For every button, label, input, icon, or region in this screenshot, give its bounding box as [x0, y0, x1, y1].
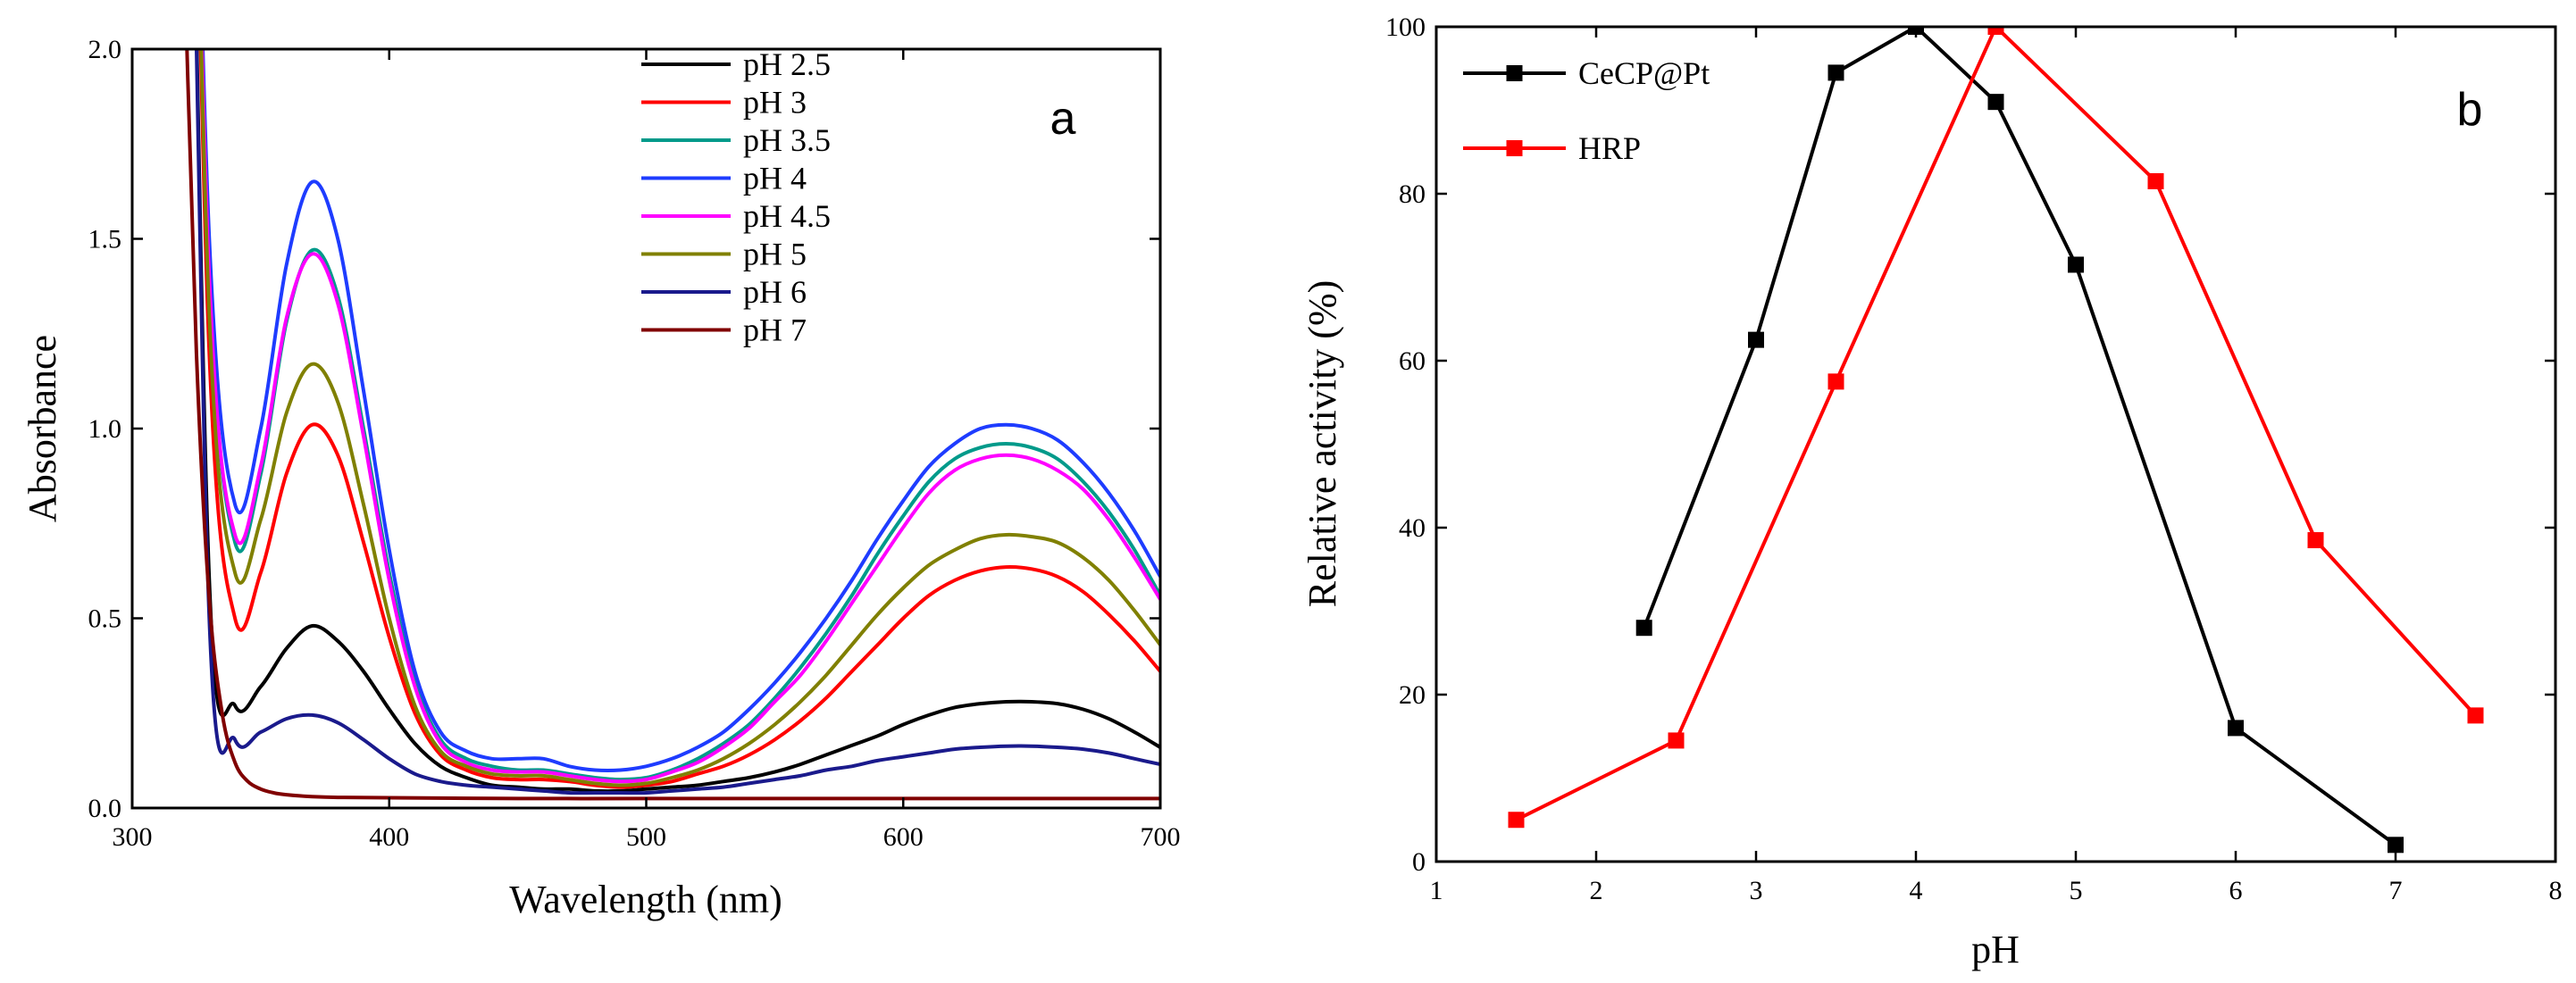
panel-a-series-group	[185, 49, 1160, 801]
panel-b-series-line-cecp-pt	[1642, 27, 2397, 846]
panel-a-series-line-ph-6	[195, 49, 1160, 796]
panel-a-legend-label-ph-5: pH 5	[743, 237, 807, 272]
panel-a-y-tick-label: 1.5	[88, 225, 122, 254]
panel-a-x-tick-label: 700	[1141, 822, 1181, 852]
panel-a-y-tick-label: 1.0	[88, 414, 122, 444]
panel-a-absorbance-chart: 300 400 500 600 700 0.0 0.5 1.0 1.5 2.0 Wavelengt…	[21, 35, 1181, 921]
panel-a-legend-label-ph-6: pH 6	[743, 274, 807, 310]
panel-a-y-tick-label: 0.5	[88, 604, 122, 634]
panel-a-x-axis-label: Wavelength (nm)	[509, 878, 782, 921]
panel-b-y-axis-label: Relative activity (%)	[1301, 280, 1344, 608]
panel-a-legend: pH 2.5pH 3pH 3.5pH 4pH 4.5pH 5pH 6pH 7	[641, 46, 831, 348]
panel-b-x-tick-label: 1	[1430, 876, 1443, 905]
panel-b-data-point-hrp	[2467, 707, 2484, 724]
panel-a-legend-label-ph-3: pH 3	[743, 85, 807, 121]
panel-b-data-point-cecp-pt	[1635, 620, 1652, 637]
panel-b-legend-marker-cecp-pt	[1506, 65, 1523, 81]
panel-a-series-line-ph-3	[198, 49, 1160, 789]
panel-a-series-line-ph-7	[185, 49, 1160, 801]
panel-a-series-line-ph-2-5	[195, 49, 1160, 794]
panel-b-data-point-cecp-pt	[2228, 720, 2244, 737]
panel-a-series-line-ph-4-5	[200, 49, 1160, 784]
panel-a-x-tick-label: 600	[883, 822, 924, 852]
panel-a-y-axis-label: Absorbance	[21, 335, 64, 522]
panel-a-x-tick-label: 300	[113, 822, 153, 852]
panel-b-data-point-cecp-pt	[2068, 256, 2084, 273]
panel-b-data-point-hrp	[2147, 172, 2164, 189]
panel-a-x-tick-label: 500	[626, 822, 666, 852]
panel-a-legend-label-ph-3-5: pH 3.5	[743, 122, 831, 158]
panel-b-data-point-cecp-pt	[1827, 64, 1844, 81]
panel-b-legend: CeCP@Pt HRP	[1463, 55, 1710, 166]
panel-a-series-line-ph-3-5	[200, 49, 1160, 782]
panel-b-x-tick-label: 8	[2549, 876, 2563, 905]
panel-b-series-line-hrp	[1515, 27, 2477, 822]
panel-b-x-tick-label: 3	[1750, 876, 1763, 905]
panel-b-data-point-cecp-pt	[1987, 94, 2004, 111]
panel-a-legend-label-ph-2-5: pH 2.5	[743, 46, 831, 82]
panel-a-axes: 300 400 500 600 700 0.0 0.5 1.0 1.5 2.0	[88, 35, 1181, 852]
panel-a-plot-frame	[130, 47, 1162, 810]
panel-b-x-axis-label: pH	[1971, 928, 2020, 971]
panel-b-letter: b	[2457, 84, 2483, 136]
panel-b-y-tick-label: 0	[1412, 847, 1426, 877]
panel-b-data-point-hrp	[1987, 27, 2004, 35]
panel-b-legend-label-cecp-pt: CeCP@Pt	[1578, 55, 1710, 91]
panel-b-x-tick-label: 7	[2389, 876, 2403, 905]
panel-b-x-tick-label: 4	[1910, 876, 1923, 905]
panel-b-data-point-hrp	[1827, 373, 1844, 390]
panel-b-x-tick-label: 6	[2229, 876, 2243, 905]
panel-b-y-tick-label: 40	[1399, 513, 1426, 543]
panel-a-series-line-ph-4	[201, 49, 1160, 773]
panel-a-y-tick-label: 0.0	[88, 794, 122, 823]
panel-b-plot-frame	[1434, 25, 2557, 863]
panel-a-legend-label-ph-4: pH 4	[743, 161, 807, 196]
panel-b-x-tick-label: 5	[2070, 876, 2083, 905]
panel-a-letter: a	[1050, 93, 1076, 145]
panel-a-legend-label-ph-7: pH 7	[743, 312, 807, 348]
panel-b-legend-label-hrp: HRP	[1578, 130, 1641, 166]
panel-a-series-line-ph-5	[199, 49, 1160, 787]
panel-b-data-point-hrp	[2307, 532, 2324, 549]
panel-b-series-group	[1508, 27, 2484, 854]
panel-a-y-tick-label: 2.0	[88, 35, 122, 64]
panel-b-legend-marker-hrp	[1506, 140, 1523, 156]
panel-b-data-point-cecp-pt	[1748, 331, 1764, 348]
panel-b-y-tick-label: 80	[1399, 179, 1426, 209]
panel-b-data-point-cecp-pt	[2388, 837, 2404, 854]
panel-a-legend-label-ph-4-5: pH 4.5	[743, 198, 831, 234]
panel-b-y-tick-label: 60	[1399, 346, 1426, 376]
panel-b-y-tick-label: 100	[1385, 12, 1426, 42]
panel-b-data-point-hrp	[1668, 732, 1685, 749]
panel-b-x-tick-label: 2	[1590, 876, 1603, 905]
panel-a-x-tick-label: 400	[369, 822, 409, 852]
panel-b-y-tick-label: 20	[1399, 680, 1426, 710]
panel-b-data-point-hrp	[1508, 812, 1525, 829]
